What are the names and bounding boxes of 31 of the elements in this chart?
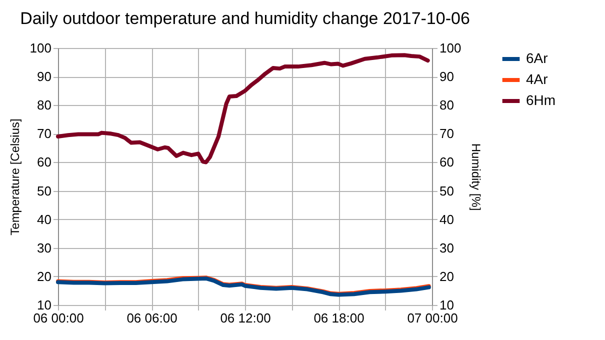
y-axis-title: Temperature [Celsius] (8, 118, 22, 236)
y-tick-label: 90 (37, 69, 52, 84)
legend-label: 4Ar (526, 71, 548, 87)
y-tick-label: 80 (37, 98, 52, 113)
y-tick-label: 70 (37, 126, 52, 142)
y2-tick-label: 60 (440, 154, 454, 170)
y2-axis-title: Humidity [%] (469, 143, 484, 211)
y-tick-label: 40 (37, 212, 52, 227)
x-tick-label: 06 06:00 (126, 310, 178, 326)
y-tick-label: 100 (30, 40, 52, 56)
y-tick-label: 30 (37, 240, 52, 256)
x-tick-label: 06 18:00 (314, 310, 364, 326)
x-tick-label: 06 12:00 (220, 310, 271, 326)
y2-tick-label: 90 (440, 69, 454, 84)
y-tick-label: 20 (37, 268, 52, 284)
y2-tick-label: 30 (440, 240, 454, 256)
y2-tick-label: 10 (440, 298, 454, 312)
y2-tick-label: 100 (440, 40, 462, 56)
y2-tick-label: 70 (440, 126, 454, 142)
legend-label: 6Hm (526, 92, 556, 108)
y-tick-label: 10 (37, 298, 52, 312)
x-tick-label: 06 00:00 (33, 310, 84, 326)
y-tick-label: 50 (37, 183, 52, 198)
y2-tick-label: 20 (440, 268, 454, 284)
chart-title: Daily outdoor temperature and humidity change 2017-10-06 (20, 9, 470, 28)
x-tick-label: 07 00:00 (407, 310, 458, 326)
y2-tick-label: 80 (440, 98, 454, 113)
y2-tick-label: 40 (440, 212, 454, 227)
y2-tick-label: 50 (440, 183, 454, 198)
legend-label: 6Ar (526, 50, 548, 66)
y-tick-label: 60 (37, 154, 52, 170)
